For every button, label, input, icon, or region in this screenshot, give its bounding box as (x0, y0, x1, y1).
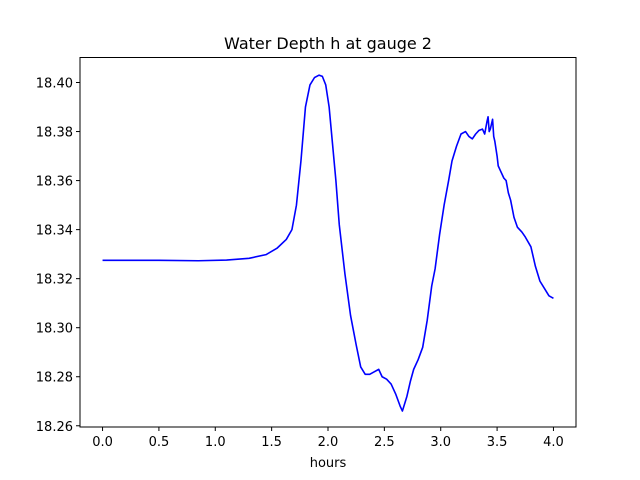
chart-title: Water Depth h at gauge 2 (224, 34, 432, 53)
x-tick-label: 2.5 (374, 435, 395, 450)
y-tick-label: 18.32 (36, 273, 73, 288)
series-line-0 (102, 74, 554, 412)
y-tick-label: 18.34 (36, 224, 73, 239)
y-axis: 18.26 18.28 18.30 18.32 18.34 18.36 18.38 18.40 (36, 77, 80, 435)
y-tick-label: 18.30 (36, 322, 73, 337)
x-axis: 0.0 0.5 1.0 1.5 2.0 2.5 3.0 3.5 4.0 (92, 427, 564, 450)
x-tick-label: 0.5 (149, 435, 170, 450)
x-tick-label: 1.0 (205, 435, 226, 450)
y-tick-label: 18.28 (36, 371, 73, 386)
plot-layer (102, 74, 554, 412)
x-tick-label: 1.5 (261, 435, 282, 450)
y-tick-label: 18.38 (36, 126, 73, 141)
y-tick-label: 18.40 (36, 77, 73, 92)
x-tick-label: 4.0 (543, 435, 564, 450)
x-tick-label: 3.0 (430, 435, 451, 450)
y-tick-label: 18.26 (36, 420, 73, 435)
y-tick-label: 18.36 (36, 175, 73, 190)
x-tick-label: 2.0 (318, 435, 339, 450)
x-axis-label: hours (310, 456, 347, 471)
x-tick-label: 3.5 (487, 435, 508, 450)
x-tick-label: 0.0 (92, 435, 113, 450)
